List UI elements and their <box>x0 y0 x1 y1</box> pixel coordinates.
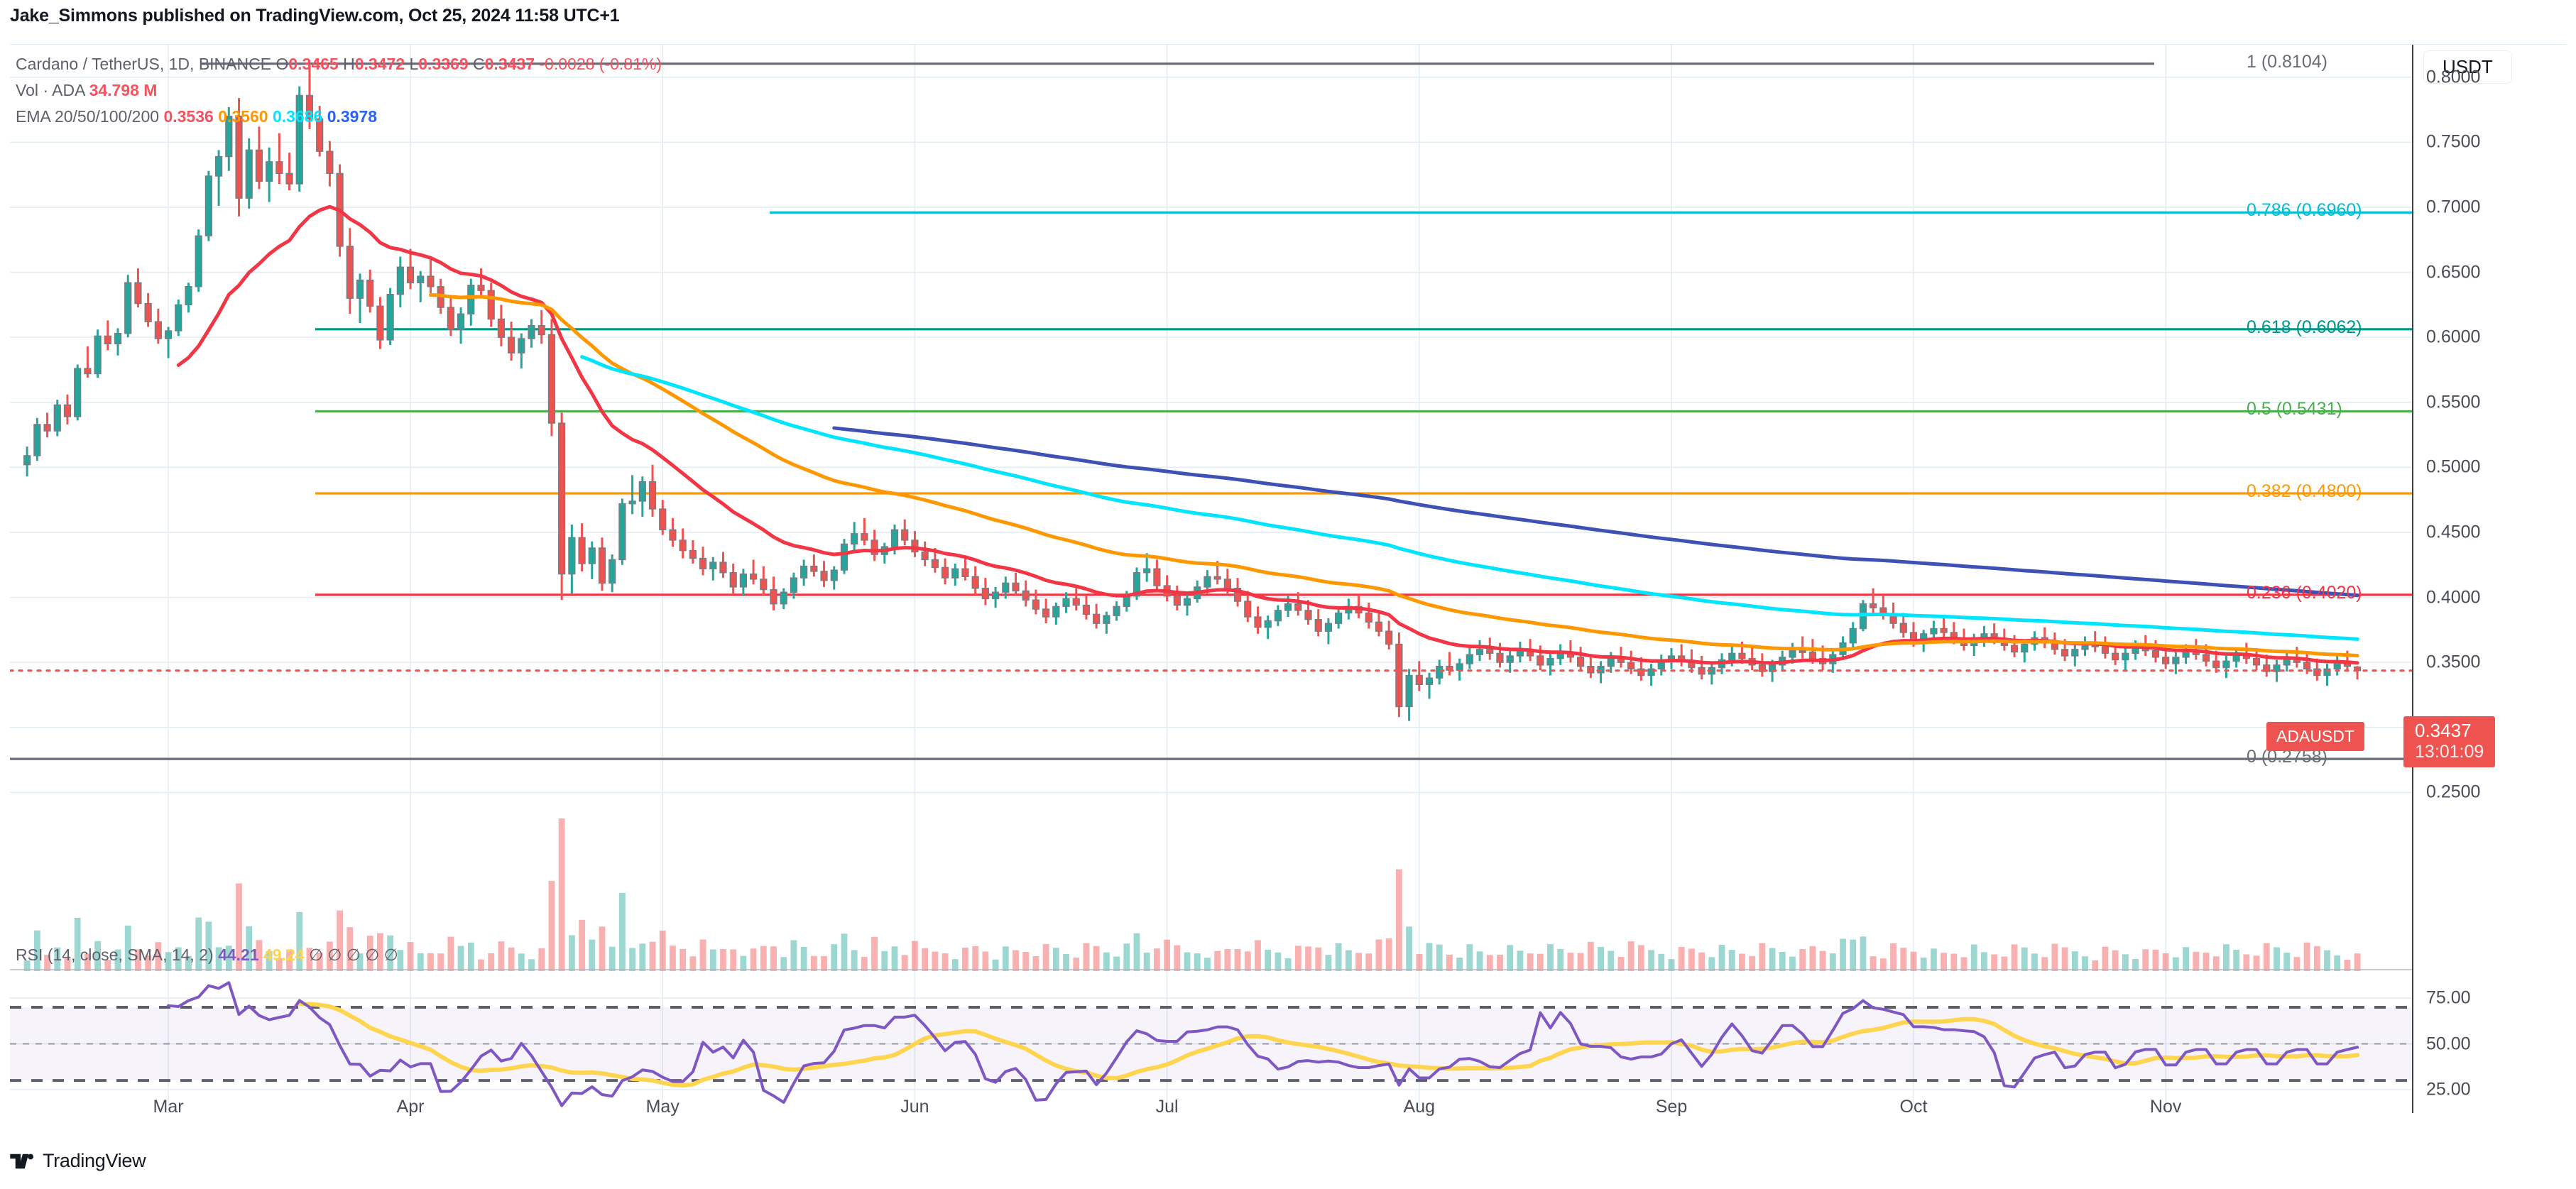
fib-level-label-0-236[interactable]: 0.236 (0.4020) <box>2247 582 2362 603</box>
time-axis-tick: Aug <box>1403 1097 1436 1117</box>
price-axis-tick: 0.4000 <box>2426 587 2481 608</box>
currency-button[interactable]: USDT <box>2423 50 2512 84</box>
rsi-empty-5: ∅ <box>383 946 398 964</box>
ohlc-low-label: L <box>409 55 419 73</box>
rsi-axis-tick: 75.00 <box>2426 987 2471 1008</box>
ema20-value: 0.3536 <box>163 107 214 126</box>
rsi-sma-value: 49.24 <box>263 946 305 964</box>
legend-ema-row[interactable]: EMA 20/50/100/200 0.3536 0.3560 0.3686 0… <box>16 104 662 130</box>
rsi-legend[interactable]: RSI (14, close, SMA, 14, 2) 44.21 49.24 … <box>16 946 398 965</box>
ohlc-low-value: 0.3369 <box>418 55 469 73</box>
tradingview-brand-text: TradingView <box>43 1150 146 1171</box>
ohlc-close-label: C <box>473 55 485 73</box>
price-chart-svg <box>10 45 2412 1113</box>
time-axis-tick: Jun <box>900 1097 929 1117</box>
current-price-symbol-badge: ADAUSDT <box>2266 722 2364 751</box>
rsi-value: 44.21 <box>218 946 259 964</box>
price-axis-tick: 0.4500 <box>2426 522 2481 542</box>
attribution-text: Jake_Simmons published on TradingView.co… <box>10 6 620 26</box>
legend-symbol-row[interactable]: Cardano / TetherUS, 1D, BINANCE O0.3465 … <box>16 51 662 77</box>
time-axis-tick: Sep <box>1655 1097 1688 1117</box>
time-axis-tick: Mar <box>153 1097 184 1117</box>
ema100-value: 0.3686 <box>272 107 323 126</box>
ohlc-open-value: 0.3465 <box>288 55 339 73</box>
fib-level-label-0-5[interactable]: 0.5 (0.5431) <box>2247 399 2342 420</box>
fib-level-label-0-618[interactable]: 0.618 (0.6062) <box>2247 317 2362 337</box>
ema-title: EMA 20/50/100/200 <box>16 107 160 126</box>
legend-symbol-title: Cardano / TetherUS, 1D, BINANCE <box>16 55 272 73</box>
volume-value: 34.798 M <box>89 81 158 99</box>
price-axis-tick: 0.6000 <box>2426 327 2481 347</box>
time-axis-tick: Oct <box>1899 1097 1928 1117</box>
tradingview-footer: TradingView <box>10 1150 146 1172</box>
ohlc-high-value: 0.3472 <box>354 55 405 73</box>
price-axis-tick: 0.3500 <box>2426 652 2481 672</box>
rsi-empty-4: ∅ <box>365 946 380 964</box>
ohlc-close-value: 0.3437 <box>484 55 535 73</box>
current-price-value: 0.3437 <box>2415 720 2472 741</box>
rsi-empty-3: ∅ <box>346 946 361 964</box>
fib-level-label-0-382[interactable]: 0.382 (0.4800) <box>2247 481 2362 502</box>
ohlc-change-value: -0.0028 (-0.81%) <box>539 55 662 73</box>
rsi-title: RSI (14, close, SMA, 14, 2) <box>16 946 214 964</box>
rsi-empty-1: ∅ <box>308 946 324 964</box>
price-axis-tick: 0.5500 <box>2426 392 2481 412</box>
rsi-axis-tick: 25.00 <box>2426 1079 2471 1100</box>
ema50-value: 0.3560 <box>218 107 268 126</box>
time-axis-tick: Apr <box>396 1097 425 1117</box>
time-axis-tick: May <box>645 1097 680 1117</box>
price-scale-axis[interactable]: USDT 0.8000 0.7500 0.7000 0.6500 0.6000 0.550… <box>2412 45 2576 1113</box>
chart-legend: Cardano / TetherUS, 1D, BINANCE O0.3465 … <box>16 51 662 130</box>
ohlc-high-label: H <box>343 55 355 73</box>
price-plot-area[interactable] <box>10 45 2412 1113</box>
ohlc-open-label: O <box>275 55 289 73</box>
rsi-empty-2: ∅ <box>327 946 342 964</box>
legend-volume-row[interactable]: Vol · ADA 34.798 M <box>16 77 662 104</box>
price-axis-tick: 0.8000 <box>2426 67 2481 87</box>
current-price-value-badge[interactable]: 0.3437 13:01:09 <box>2403 716 2496 767</box>
time-axis-tick: Nov <box>2149 1097 2182 1117</box>
fib-level-label-0-786[interactable]: 0.786 (0.6960) <box>2247 200 2362 221</box>
price-axis-tick: 0.6500 <box>2426 262 2481 283</box>
chart-frame: USDT 0.8000 0.7500 0.7000 0.6500 0.6000 0.550… <box>10 44 2566 1130</box>
price-axis-tick: 0.7000 <box>2426 197 2481 217</box>
volume-title: Vol · ADA <box>16 81 85 99</box>
price-axis-tick: 0.2500 <box>2426 782 2481 802</box>
current-price-countdown: 13:01:09 <box>2415 742 2484 762</box>
price-axis-tick: 0.7500 <box>2426 131 2481 152</box>
price-axis-tick: 0.5000 <box>2426 456 2481 477</box>
tradingview-logo-icon <box>10 1152 34 1171</box>
ema200-value: 0.3978 <box>327 107 378 126</box>
time-scale-axis[interactable] <box>10 1113 2576 1131</box>
fib-level-label-1[interactable]: 1 (0.8104) <box>2247 51 2327 72</box>
time-axis-tick: Jul <box>1155 1097 1179 1117</box>
rsi-axis-tick: 50.00 <box>2426 1034 2471 1053</box>
